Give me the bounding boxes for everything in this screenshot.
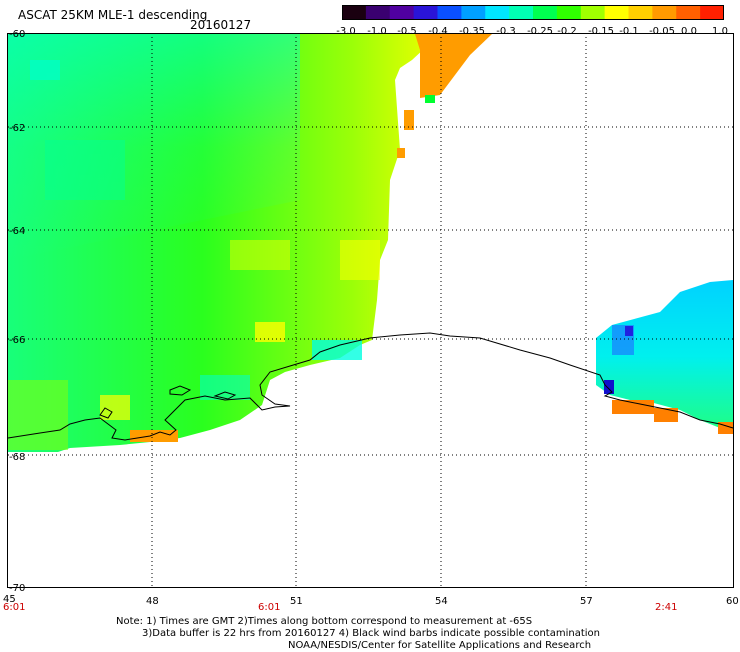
lat-lon-grid [8,33,733,587]
lon-label: 60 [726,596,739,607]
colorbar-cell [676,5,701,20]
lon-label: 48 [146,596,159,607]
colorbar-tick: -0.2 [557,26,577,37]
map-date: 20160127 [190,18,252,32]
lon-label: 54 [435,596,448,607]
colorbar-cell [628,5,653,20]
colorbar-cell [389,5,415,20]
colorbar-cell [413,5,439,20]
note-line-1: Note: 1) Times are GMT 2)Times along bot… [116,616,533,627]
colorbar-cell [365,5,391,20]
time-label: 6:01 [3,602,25,613]
colorbar-tick: -0.3 [496,26,516,37]
time-label: 2:41 [655,602,677,613]
colorbar-tick: 0.0 [681,26,697,37]
footer-notes: Note: 1) Times are GMT 2)Times along bot… [116,616,600,652]
lat-label: -62 [9,123,25,134]
time-labels: 6:01 6:01 2:41 [3,602,677,613]
longitude-labels: 45 48 51 54 57 60 [3,594,739,607]
colorbar-cell [461,5,486,20]
swath-east [596,280,733,434]
time-label: 6:01 [258,602,280,613]
colorbar-tick: -1.0 [367,26,387,37]
lat-label: -64 [9,226,25,237]
colorbar-tick: -0.35 [459,26,485,37]
colorbar-cell [556,5,582,20]
map-frame [7,33,734,588]
lat-label: -68 [9,452,25,463]
note-line-2: 3)Data buffer is 22 hrs from 20160127 4)… [142,628,600,639]
lon-label: 51 [290,596,303,607]
lat-label: -70 [9,583,25,594]
colorbar-cell [342,5,367,20]
note-line-3: NOAA/NESDIS/Center for Satellite Applica… [288,640,592,651]
colorbar-tick: -0.25 [527,26,553,37]
swath-west [8,34,440,452]
lat-label: -66 [9,335,25,346]
colorbar-cell [485,5,510,20]
colorbar-cell [580,5,606,20]
colorbar-tick: -0.05 [649,26,675,37]
colorbar-cell [509,5,534,20]
high-value-cells-west [130,34,492,442]
colorbar-tick: -0.5 [397,26,417,37]
colorbar-tick: -0.1 [619,26,639,37]
lon-label: 45 [3,594,16,605]
lat-label: -60 [9,29,25,40]
colorbar-tick: 1.0 [712,26,728,37]
map-title: ASCAT 25KM MLE-1 descending [18,8,208,22]
colorbar-tick: -0.15 [588,26,614,37]
colorbar-cell [604,5,630,20]
colorbar-cell [700,5,724,20]
colorbar-cell [437,5,462,20]
latitude-labels: -60 -62 -64 -66 -68 -70 [9,29,25,594]
colorbar-tick: -0.4 [428,26,448,37]
lon-label: 57 [580,596,593,607]
color-scale-ticks: -3.0 -1.0 -0.5 -0.4 -0.35 -0.3 -0.25 -0.… [330,26,735,40]
colorbar-tick: -3.0 [336,26,356,37]
colorbar-cell [533,5,558,20]
coastline [7,332,734,441]
color-scale-bar [342,5,724,20]
colorbar-cell [652,5,677,20]
